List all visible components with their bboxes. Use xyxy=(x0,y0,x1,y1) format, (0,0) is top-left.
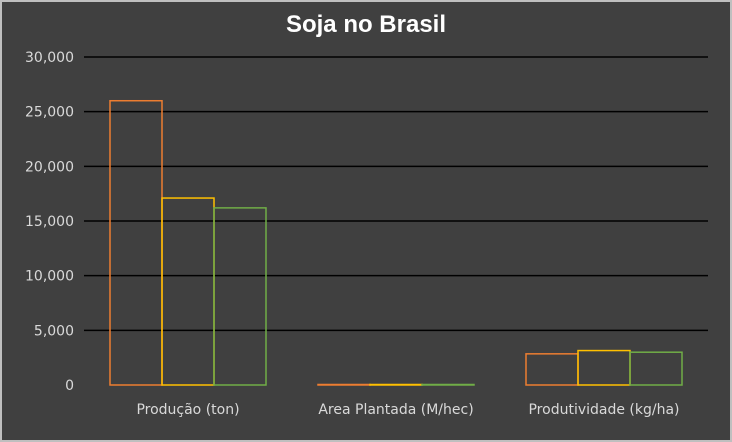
bar xyxy=(369,383,423,386)
bars xyxy=(109,99,683,386)
y-tick-label: 20,000 xyxy=(25,159,74,175)
y-tick-label: 15,000 xyxy=(25,214,74,230)
x-category-label: Produtividade (kg/ha) xyxy=(528,402,679,418)
y-tick-label: 5,000 xyxy=(34,323,74,339)
bar xyxy=(525,353,579,386)
bar xyxy=(213,207,267,386)
x-category-label: Area Plantada (M/hec) xyxy=(318,402,473,418)
x-category-label: Produção (ton) xyxy=(136,402,239,418)
y-axis-ticks: 0 5,000 10,000 15,000 20,000 25,000 30,000 xyxy=(25,50,74,394)
y-tick-label: 30,000 xyxy=(25,50,74,66)
bar xyxy=(317,383,371,386)
bar xyxy=(161,197,215,386)
y-tick-label: 10,000 xyxy=(25,269,74,285)
y-tick-label: 0 xyxy=(65,378,74,394)
bar xyxy=(629,351,683,386)
gridlines xyxy=(84,56,708,332)
x-axis-labels: Produção (ton) Area Plantada (M/hec) Produ… xyxy=(136,402,679,418)
bar xyxy=(577,349,631,386)
bar xyxy=(109,99,163,386)
bar xyxy=(421,383,475,386)
y-tick-label: 25,000 xyxy=(25,105,74,121)
chart-title: Soja no Brasil xyxy=(286,11,446,38)
